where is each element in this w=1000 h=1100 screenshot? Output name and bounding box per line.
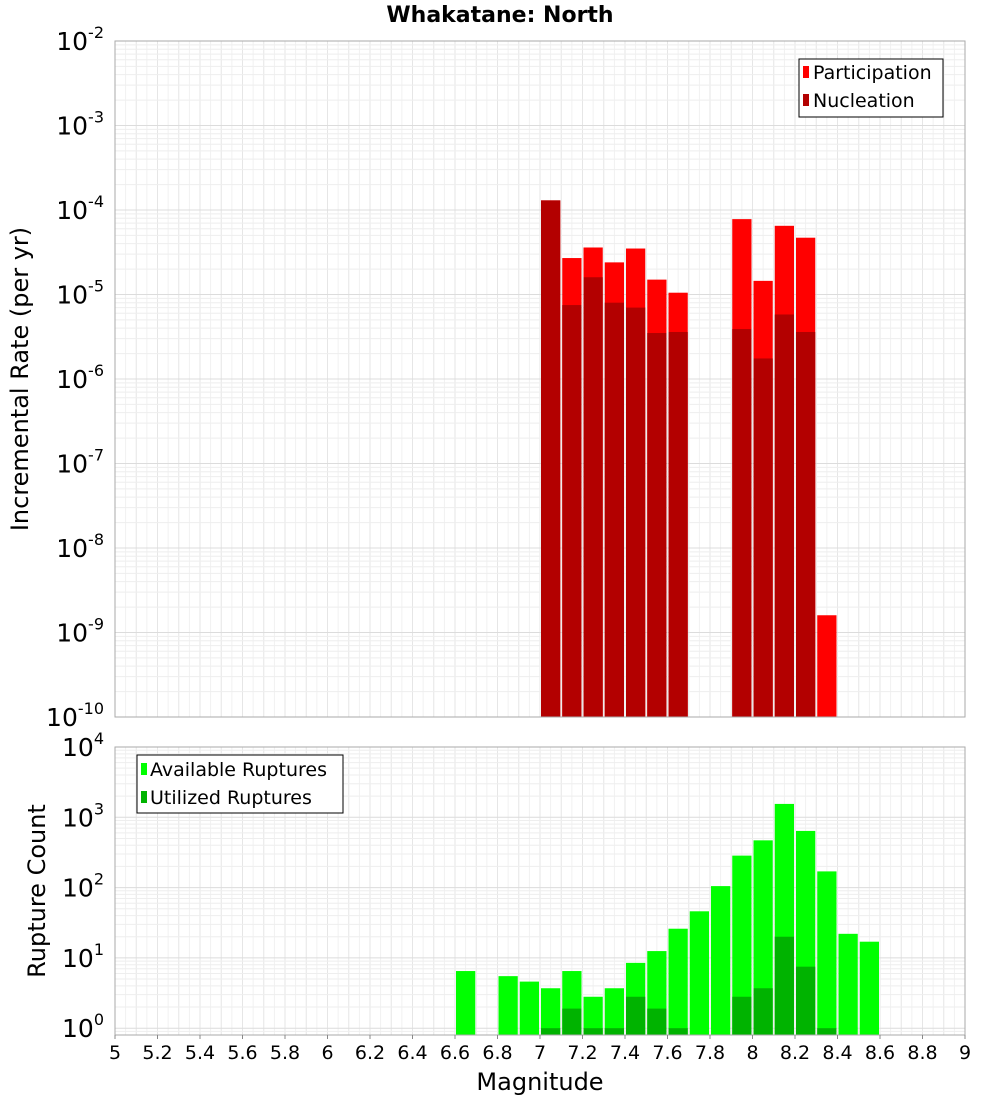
bar-utilized-ruptures [604, 1028, 624, 1035]
y-tick-label: 104 [62, 729, 104, 762]
x-tick-label: 5 [109, 1042, 121, 1064]
magnitude-x-ticks: 5 5.2 5.4 5.6 5.8 6 6.2 6.4 6.6 6.8 7 7.2 7.4 7.6 7.8 8… [109, 1035, 971, 1064]
participation-legend-label: Participation [813, 62, 932, 84]
bar-available-ruptures [668, 928, 688, 1035]
utilized-ruptures-swatch [141, 791, 147, 803]
x-tick-label: 6.6 [440, 1042, 470, 1064]
bar-nucleation [647, 333, 667, 717]
x-tick-label: 5.2 [142, 1042, 172, 1064]
x-tick-label: 7 [534, 1042, 546, 1064]
x-tick-label: 7.8 [695, 1042, 725, 1064]
bar-nucleation [774, 314, 794, 717]
x-tick-label: 5.8 [270, 1042, 300, 1064]
x-tick-label: 7.6 [652, 1042, 682, 1064]
x-tick-label: 6.8 [482, 1042, 512, 1064]
bar-available-ruptures [732, 855, 752, 1035]
utilized-ruptures-legend-label: Utilized Ruptures [150, 787, 312, 809]
x-tick-label: 5.4 [185, 1042, 215, 1064]
x-tick-label: 6.2 [355, 1042, 385, 1064]
y-tick-label: 10-6 [56, 361, 104, 394]
bar-nucleation [753, 358, 773, 717]
x-tick-label: 6 [321, 1042, 333, 1064]
y-tick-label: 10-10 [46, 699, 104, 732]
bar-utilized-ruptures [817, 1028, 837, 1035]
y-tick-label: 10-9 [56, 615, 104, 648]
y-tick-label: 10-4 [56, 192, 104, 225]
count-panel: 100 101 102 103 104 5 5.2 5.4 5.6 5.8 6 6.2 6.4 6.6 6… [23, 729, 971, 1096]
x-axis-label: Magnitude [476, 1068, 603, 1096]
bar-utilized-ruptures [583, 1028, 603, 1035]
rate-panel: 10-10 10-9 10-8 10-7 10-6 10-5 10-4 10-3 10-2 In… [6, 23, 966, 732]
bar-nucleation [604, 302, 624, 717]
x-tick-label: 9 [959, 1042, 971, 1064]
participation-swatch [803, 66, 809, 78]
count-y-axis-label: Rupture Count [23, 804, 51, 978]
y-tick-label: 103 [62, 799, 104, 832]
rate-legend-box [798, 58, 944, 118]
x-tick-label: 5.6 [227, 1042, 257, 1064]
bar-utilized-ruptures [753, 988, 773, 1035]
count-legend-box [136, 754, 344, 814]
bar-available-ruptures [838, 933, 858, 1035]
y-tick-label: 102 [62, 870, 104, 903]
bar-available-ruptures [753, 840, 773, 1035]
y-tick-label: 10-3 [56, 108, 104, 141]
bar-available-ruptures [689, 911, 709, 1035]
available-ruptures-legend-label: Available Ruptures [150, 759, 327, 781]
rate-y-axis-label: Incremental Rate (per yr) [6, 227, 34, 531]
count-bars [456, 803, 879, 1035]
x-tick-label: 8.8 [907, 1042, 937, 1064]
bar-nucleation [796, 331, 816, 717]
chart-title: Whakatane: North [386, 3, 613, 28]
nucleation-legend-label: Nucleation [813, 90, 915, 112]
bar-available-ruptures [498, 976, 518, 1035]
bar-nucleation [626, 307, 646, 717]
available-ruptures-swatch [141, 763, 147, 775]
bar-available-ruptures [583, 996, 603, 1035]
bar-nucleation [541, 200, 561, 718]
bar-utilized-ruptures [668, 1028, 688, 1035]
y-tick-label: 10-8 [56, 530, 104, 563]
rate-y-ticks: 10-10 10-9 10-8 10-7 10-6 10-5 10-4 10-3 10-2 [46, 23, 104, 732]
bar-available-ruptures [541, 988, 561, 1035]
rate-legend: Participation Nucleation [798, 58, 944, 118]
bar-nucleation [668, 331, 688, 717]
y-tick-label: 10-7 [56, 446, 104, 479]
bar-utilized-ruptures [541, 1028, 561, 1035]
bar-nucleation [732, 329, 752, 717]
x-tick-label: 7.4 [610, 1042, 640, 1064]
rate-bars [541, 200, 837, 718]
bar-available-ruptures [456, 971, 476, 1035]
bar-utilized-ruptures [626, 996, 646, 1035]
y-tick-label: 10-5 [56, 277, 104, 310]
bar-utilized-ruptures [562, 1008, 582, 1035]
bar-utilized-ruptures [796, 966, 816, 1035]
bar-nucleation [583, 277, 603, 717]
y-tick-label: 10-2 [56, 23, 104, 56]
y-tick-label: 101 [62, 940, 104, 973]
rate-plot-frame [114, 40, 966, 718]
x-tick-label: 7.2 [567, 1042, 597, 1064]
bar-available-ruptures [817, 871, 837, 1035]
bar-utilized-ruptures [774, 936, 794, 1035]
nucleation-swatch [803, 94, 809, 106]
bar-participation [817, 615, 837, 717]
count-y-ticks: 100 101 102 103 104 [62, 729, 104, 1043]
rate-grid [114, 40, 966, 718]
x-tick-label: 8.4 [822, 1042, 852, 1064]
bar-available-ruptures [604, 988, 624, 1035]
x-tick-label: 8.6 [865, 1042, 895, 1064]
bar-nucleation [562, 305, 582, 717]
x-tick-label: 8 [746, 1042, 758, 1064]
count-legend: Available Ruptures Utilized Ruptures [136, 754, 344, 814]
bar-available-ruptures [859, 941, 879, 1035]
bar-available-ruptures [711, 886, 731, 1035]
x-tick-label: 6.4 [397, 1042, 427, 1064]
bar-utilized-ruptures [647, 1008, 667, 1035]
bar-utilized-ruptures [732, 996, 752, 1035]
x-tick-label: 8.2 [780, 1042, 810, 1064]
bar-available-ruptures [519, 981, 539, 1035]
y-tick-label: 100 [62, 1010, 104, 1043]
